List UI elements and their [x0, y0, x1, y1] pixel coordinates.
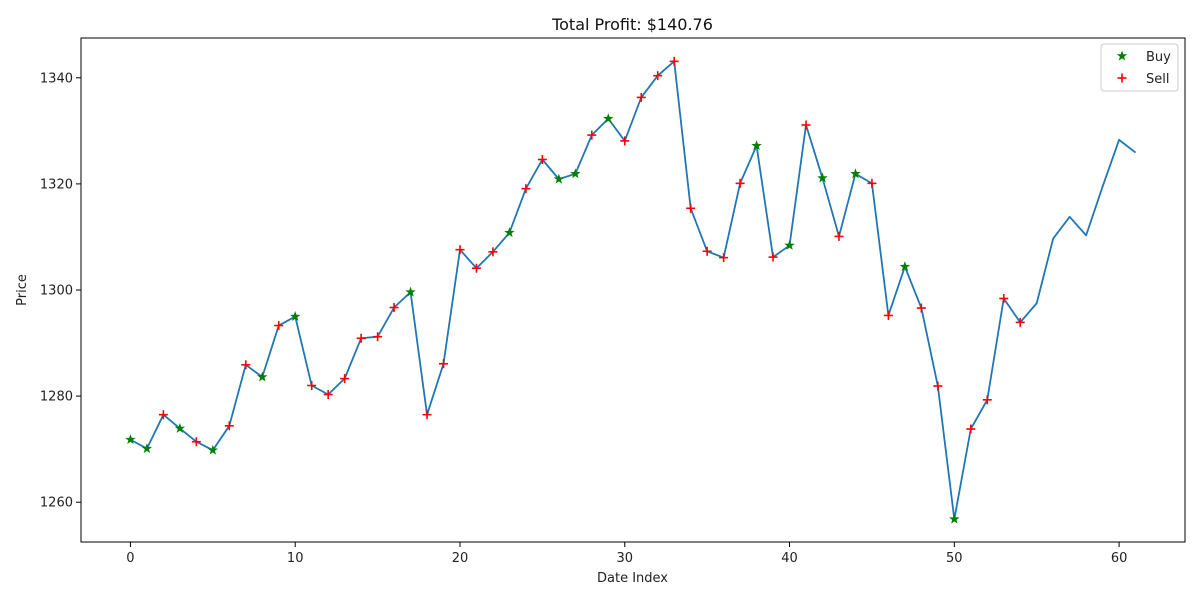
buy-marker — [899, 261, 911, 272]
sell-marker — [455, 245, 465, 255]
price-line — [129, 60, 1137, 521]
buy-marker — [125, 434, 136, 445]
y-tick-label: 1280 — [40, 390, 73, 405]
sell-marker — [488, 247, 498, 257]
sell-marker — [735, 178, 745, 188]
sell-marker — [537, 154, 547, 164]
x-tick-label: 40 — [781, 551, 798, 566]
sell-marker — [702, 246, 712, 256]
buy-marker — [504, 227, 515, 238]
x-tick-label: 10 — [287, 551, 304, 566]
buy-marker — [257, 371, 268, 382]
sell-marker — [191, 437, 201, 447]
sell-marker — [307, 380, 317, 390]
y-tick-label: 1300 — [40, 284, 73, 299]
buy-marker — [405, 286, 416, 297]
sell-marker — [982, 395, 992, 405]
legend-buy-star — [1116, 50, 1128, 61]
x-tick-label: 30 — [616, 551, 633, 566]
x-tick-label: 0 — [126, 551, 134, 566]
buy-marker — [570, 168, 581, 179]
sell-marker — [916, 303, 926, 313]
legend-buy-label: Buy — [1146, 50, 1171, 65]
sell-marker — [241, 360, 251, 370]
sell-marker — [373, 332, 383, 342]
x-tick-label: 60 — [1111, 551, 1128, 566]
y-axis-label: Price — [15, 274, 30, 306]
sell-marker — [340, 374, 350, 384]
sell-marker — [587, 130, 597, 140]
sell-marker — [356, 333, 366, 343]
buy-marker — [850, 168, 861, 179]
y-tick-label: 1340 — [40, 71, 73, 86]
buy-marker — [141, 443, 153, 454]
chart-title: Total Profit: $140.76 — [551, 15, 713, 34]
legend-buy-marker — [1116, 50, 1128, 61]
buy-marker — [207, 444, 219, 455]
buy-marker — [553, 173, 565, 184]
sell-marker — [801, 120, 811, 130]
sell-marker — [966, 424, 976, 434]
buy-marker — [603, 113, 614, 124]
legend: Buy Sell — [1100, 43, 1179, 92]
sell-marker — [1015, 317, 1025, 327]
sell-marker — [883, 310, 893, 320]
sell-marker — [768, 252, 778, 262]
sell-marker — [669, 56, 679, 66]
sell-marker — [686, 203, 696, 213]
sell-marker — [323, 390, 333, 400]
legend-sell-plus — [1117, 73, 1127, 83]
sell-marker — [933, 381, 943, 391]
plot-area — [125, 56, 1137, 524]
buy-marker — [817, 172, 828, 183]
sell-marker — [422, 410, 432, 420]
sell-marker — [867, 178, 877, 188]
legend-sell-label: Sell — [1146, 72, 1169, 87]
buy-marker — [174, 422, 186, 433]
legend-sell-marker — [1117, 73, 1127, 83]
x-tick-label: 50 — [946, 551, 963, 566]
y-tick-label: 1320 — [40, 177, 73, 192]
buy-marker — [949, 513, 960, 524]
sell-marker — [620, 136, 630, 146]
buy-marker — [289, 311, 301, 321]
y-tick-label: 1260 — [40, 496, 73, 511]
x-axis-label: Date Index — [597, 571, 668, 586]
sell-marker — [999, 293, 1009, 303]
buy-marker — [751, 140, 762, 151]
sell-marker — [521, 184, 531, 194]
sell-marker — [439, 359, 449, 369]
sell-marker — [274, 321, 284, 331]
sell-marker — [636, 92, 646, 102]
sell-marker — [653, 71, 663, 81]
sell-marker — [471, 263, 481, 273]
sell-marker — [224, 421, 234, 431]
sell-marker — [158, 410, 168, 420]
buy-marker — [784, 239, 795, 250]
sell-marker — [389, 303, 399, 313]
sell-marker — [719, 253, 729, 263]
x-tick-label: 20 — [452, 551, 469, 566]
plot-frame — [80, 37, 1186, 543]
sell-marker — [834, 231, 844, 241]
